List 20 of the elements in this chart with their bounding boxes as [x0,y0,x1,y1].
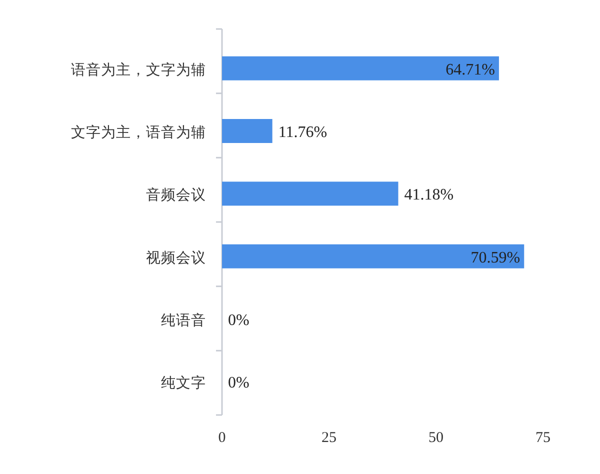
x-tick-label: 0 [218,430,226,446]
y-tick-label: 视频会议 [146,249,206,266]
data-label: 41.18% [404,186,454,204]
bar [222,244,524,268]
y-tick-label: 文字为主，语音为辅 [71,124,206,141]
data-label: 70.59% [470,249,520,266]
data-label: 64.71% [446,61,495,78]
y-tick-label: 音频会议 [146,186,206,204]
x-tick-label: 75 [536,430,550,446]
data-label: 0% [228,374,250,392]
data-label: 0% [228,312,250,329]
data-label: 11.76% [278,124,328,141]
bar [222,119,272,143]
y-tick-label: 语音为主，文字为辅 [71,61,206,78]
y-tick-label: 纯文字 [161,374,206,392]
y-tick-label: 纯语音 [161,312,206,329]
x-tick-label: 25 [322,430,336,446]
x-tick-label: 50 [428,430,444,446]
bar [222,182,398,206]
bar [222,56,499,80]
